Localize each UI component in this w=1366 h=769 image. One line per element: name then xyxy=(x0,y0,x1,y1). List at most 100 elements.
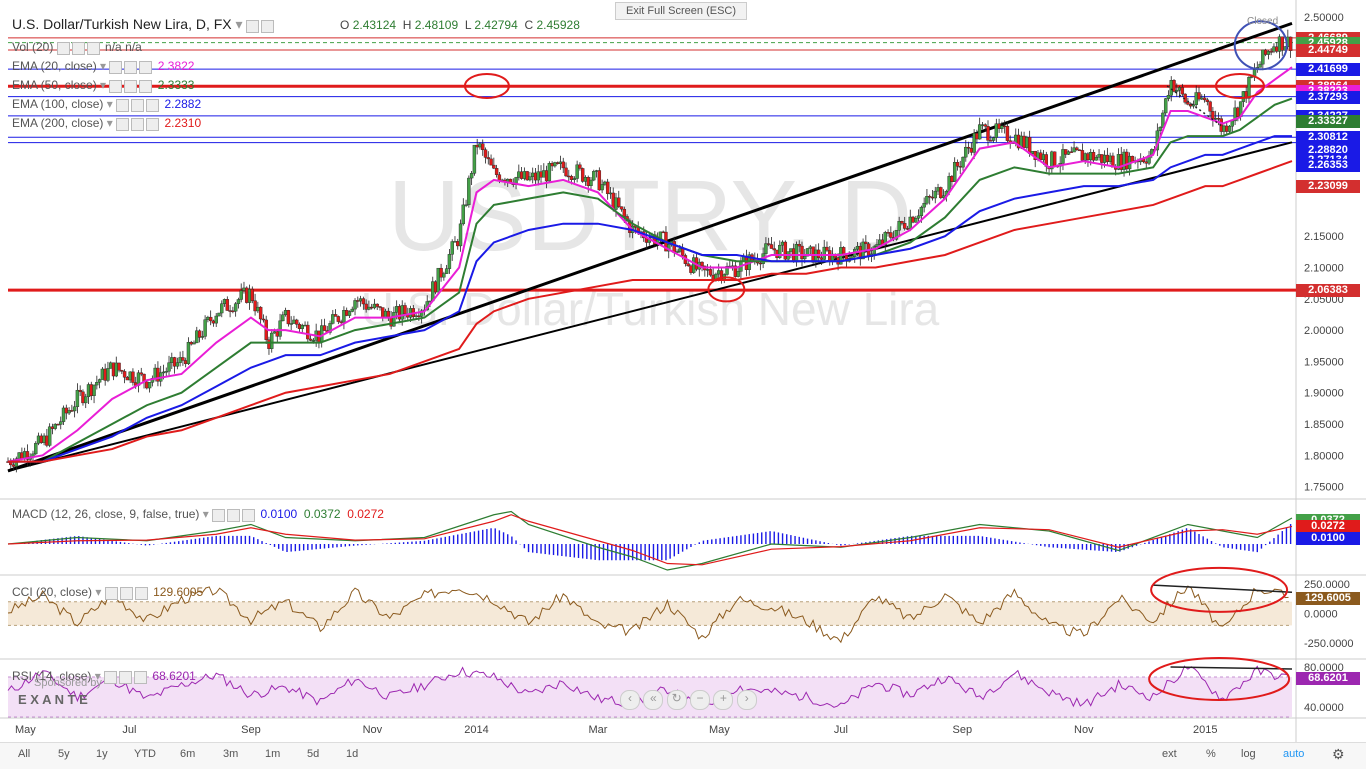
range-all-button[interactable]: All xyxy=(18,748,31,760)
candle xyxy=(536,171,540,181)
range-1y-button[interactable]: 1y xyxy=(96,748,108,760)
candle xyxy=(1169,80,1173,96)
candle xyxy=(1091,152,1096,161)
candle xyxy=(469,173,474,179)
candle xyxy=(297,324,302,329)
log-toggle[interactable]: log xyxy=(1241,748,1256,760)
chevron-down-icon[interactable]: ▾ xyxy=(235,16,243,32)
candle xyxy=(1102,154,1107,163)
range-1m-button[interactable]: 1m xyxy=(265,748,281,760)
indicator-vol[interactable]: Vol (20) n/a n/a xyxy=(12,40,142,55)
candle xyxy=(661,231,665,234)
range-3m-button[interactable]: 3m xyxy=(223,748,239,760)
scroll-left-icon[interactable]: ‹ xyxy=(620,690,640,710)
candle xyxy=(572,178,577,180)
zoom-in-icon[interactable]: + xyxy=(713,690,734,710)
ext-toggle[interactable]: ext xyxy=(1162,748,1177,760)
cci-value: 129.6005 xyxy=(153,585,204,599)
rsi-value: 68.6201 xyxy=(152,669,196,683)
indicator-ema50[interactable]: EMA (50, close) ▾ 2.3333 xyxy=(12,78,195,93)
indicator-icon-group[interactable] xyxy=(56,41,102,55)
candle xyxy=(622,208,627,217)
candle xyxy=(59,421,63,425)
percent-toggle[interactable]: % xyxy=(1206,748,1216,760)
candle xyxy=(200,336,205,338)
candle xyxy=(775,249,779,258)
indicator-icon-group[interactable] xyxy=(104,670,149,684)
scroll-right-icon[interactable]: › xyxy=(736,690,757,710)
range-1d-button[interactable]: 1d xyxy=(346,748,359,760)
zoom-out-icon[interactable]: − xyxy=(690,690,711,710)
candle xyxy=(872,246,876,255)
scroll-back-icon[interactable]: « xyxy=(643,690,664,710)
scroll-controls[interactable]: ‹ « ↻ − + › xyxy=(620,690,757,710)
candle xyxy=(239,290,243,300)
macd-legend[interactable]: MACD (12, 26, close, 9, false, true) ▾ 0… xyxy=(12,507,384,522)
candle xyxy=(1272,46,1276,52)
candle xyxy=(270,332,274,349)
candle xyxy=(1175,90,1179,92)
candle xyxy=(247,288,252,303)
range-ytd-button[interactable]: YTD xyxy=(134,748,156,760)
candle xyxy=(231,310,235,313)
candle xyxy=(64,407,69,414)
candle xyxy=(1172,80,1176,92)
indicator-ema200[interactable]: EMA (200, close) ▾ 2.2310 xyxy=(12,116,202,131)
low-value: 2.42794 xyxy=(474,18,518,32)
indicator-icon-group[interactable] xyxy=(212,508,257,522)
symbol-title[interactable]: U.S. Dollar/Turkish New Lira, D, FX xyxy=(12,16,232,32)
indicator-icon-group[interactable] xyxy=(116,117,161,131)
candle xyxy=(392,312,396,327)
candle xyxy=(1005,125,1010,141)
candle xyxy=(986,126,990,141)
candle xyxy=(81,391,85,404)
price-tick-label: 1.80000 xyxy=(1304,450,1344,462)
rsi-legend[interactable]: RSI (14, close) ▾ 68.6201 xyxy=(12,669,196,684)
gear-icon[interactable]: ⚙ xyxy=(1332,746,1345,762)
high-key: H xyxy=(402,18,412,32)
exit-fullscreen-button[interactable]: Exit Full Screen (ESC) xyxy=(615,2,747,20)
candle xyxy=(1200,97,1204,100)
cci-line xyxy=(7,585,1289,644)
candle xyxy=(308,338,313,341)
range-5d-button[interactable]: 5d xyxy=(307,748,320,760)
indicator-ema100[interactable]: EMA (100, close) ▾ 2.2882 xyxy=(12,97,202,112)
candle xyxy=(1122,151,1126,170)
candle xyxy=(47,426,52,446)
candle xyxy=(331,314,335,324)
candle xyxy=(1064,149,1068,155)
price-tick-label: 2.15000 xyxy=(1304,231,1344,243)
candle xyxy=(878,239,882,245)
candle xyxy=(736,271,740,277)
candle xyxy=(111,362,116,377)
sponsor-logo[interactable]: E X A N T E xyxy=(18,692,88,707)
cci-legend[interactable]: CCI (20, close) ▾ 129.6005 xyxy=(12,585,204,600)
indicator-icon-group[interactable] xyxy=(109,60,154,74)
candle xyxy=(939,187,943,199)
candle xyxy=(1288,36,1293,51)
candle xyxy=(930,196,935,199)
footer-toolbar: All 5y 1y YTD 6m 3m 1m 5d 1d ext % log a… xyxy=(0,742,1366,769)
settings-icon-group[interactable] xyxy=(246,17,276,34)
candle xyxy=(311,340,316,342)
candle xyxy=(555,162,560,164)
candle xyxy=(766,243,771,245)
range-6m-button[interactable]: 6m xyxy=(180,748,196,760)
candle xyxy=(994,123,999,138)
auto-toggle[interactable]: auto xyxy=(1283,748,1305,760)
candle xyxy=(1077,149,1082,152)
indicator-icon-group[interactable] xyxy=(109,79,154,93)
indicator-icon-group[interactable] xyxy=(116,98,161,112)
ema200-label: EMA (200, close) xyxy=(12,116,104,130)
candle xyxy=(569,176,574,180)
indicator-ema20[interactable]: EMA (20, close) ▾ 2.3822 xyxy=(12,59,195,74)
range-5y-button[interactable]: 5y xyxy=(58,748,70,760)
candle xyxy=(50,426,55,429)
price-tick-label: 1.85000 xyxy=(1304,419,1344,431)
reset-icon[interactable]: ↻ xyxy=(666,690,687,710)
indicator-icon-group[interactable] xyxy=(104,586,150,600)
candle xyxy=(1027,137,1032,154)
candle xyxy=(456,241,460,247)
watermark-name: U.S. Dollar/Turkish New Lira xyxy=(361,283,940,335)
